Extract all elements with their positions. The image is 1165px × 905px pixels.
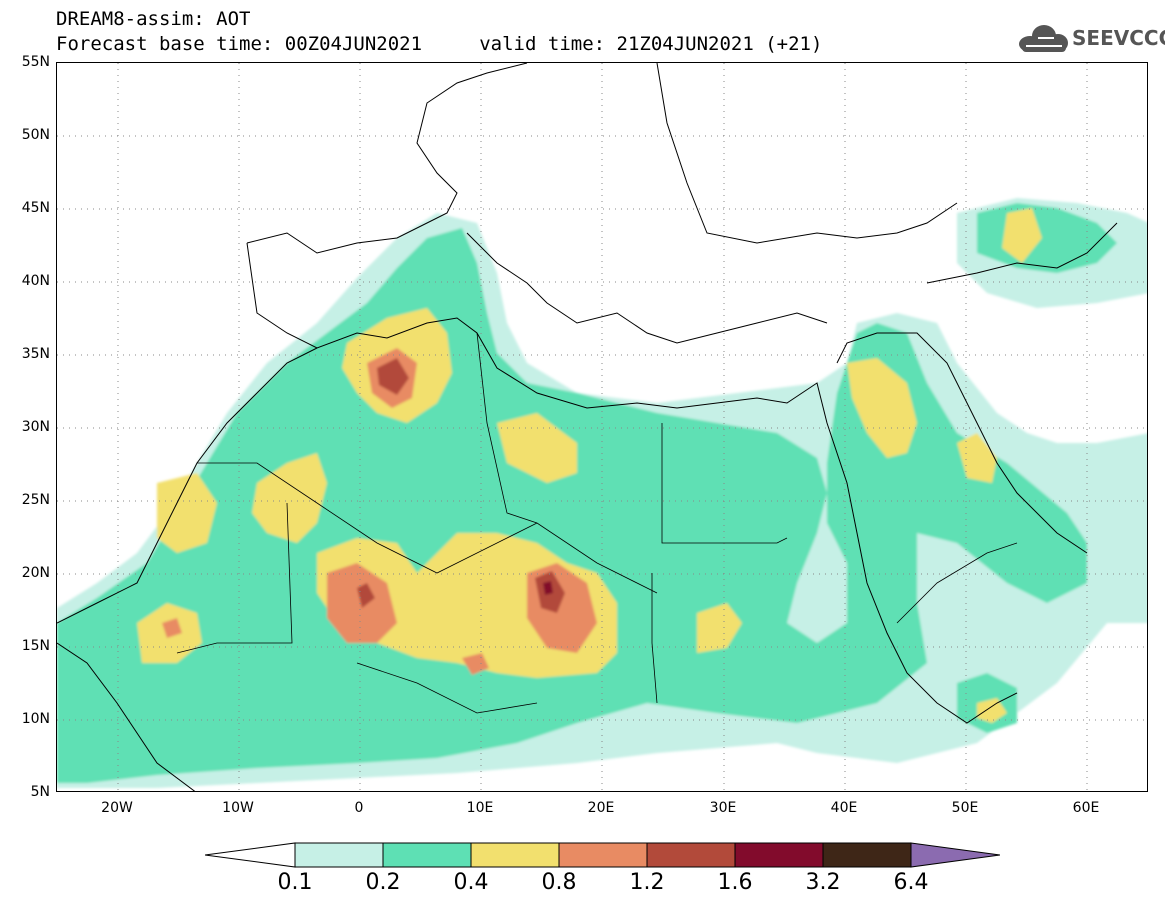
colorbar-swatch xyxy=(646,842,736,868)
lon-label: 0 xyxy=(354,800,364,816)
lat-label: 20N xyxy=(21,565,50,581)
map-panel xyxy=(56,62,1148,792)
lon-label: 20E xyxy=(587,800,615,816)
lat-label: 25N xyxy=(21,492,50,508)
colorbar-label: 1.6 xyxy=(717,870,753,895)
lon-label: 50E xyxy=(951,800,979,816)
lat-label: 10N xyxy=(21,711,50,727)
colorbar-label: 0.4 xyxy=(453,870,489,895)
forecast-time-line: Forecast base time: 00Z04JUN2021 valid t… xyxy=(56,33,823,55)
lat-label: 30N xyxy=(21,419,50,435)
lon-label: 40E xyxy=(830,800,858,816)
lat-label: 35N xyxy=(21,346,50,362)
lon-label: 30E xyxy=(709,800,737,816)
logo-text: SEEVCCC xyxy=(1072,26,1165,50)
lon-label: 60E xyxy=(1072,800,1100,816)
lat-label: 15N xyxy=(21,638,50,654)
country-borders xyxy=(176,332,1018,714)
lon-label: 10W xyxy=(222,800,254,816)
colorbar-swatch xyxy=(558,842,648,868)
colorbar-max-arrow xyxy=(910,842,1000,868)
aot-field-map xyxy=(57,63,1147,791)
colorbar-min-arrow xyxy=(205,842,296,868)
cloud-logo-icon xyxy=(1019,25,1068,52)
lat-label: 5N xyxy=(30,784,50,800)
coastlines xyxy=(57,63,1118,791)
colorbar-swatch xyxy=(294,842,384,868)
colorbar-label: 6.4 xyxy=(893,870,929,895)
aot-contours xyxy=(57,198,1147,788)
map-title: DREAM8-assim: AOT xyxy=(56,8,251,30)
lon-label: 10E xyxy=(466,800,494,816)
lat-label: 50N xyxy=(21,127,50,143)
colorbar-label: 0.1 xyxy=(277,870,313,895)
colorbar-label: 0.2 xyxy=(365,870,401,895)
colorbar-swatch xyxy=(470,842,560,868)
colorbar-label: 1.2 xyxy=(629,870,665,895)
lat-label: 40N xyxy=(21,273,50,289)
lon-label: 20W xyxy=(101,800,133,816)
colorbar-swatch xyxy=(734,842,824,868)
colorbar-swatch xyxy=(822,842,912,868)
colorbar-swatch xyxy=(382,842,472,868)
lat-label: 45N xyxy=(21,200,50,216)
lat-label: 55N xyxy=(21,54,50,70)
colorbar-label: 3.2 xyxy=(805,870,841,895)
colorbar-label: 0.8 xyxy=(541,870,577,895)
map-gridlines xyxy=(57,63,1147,791)
colorbar xyxy=(205,842,1000,868)
